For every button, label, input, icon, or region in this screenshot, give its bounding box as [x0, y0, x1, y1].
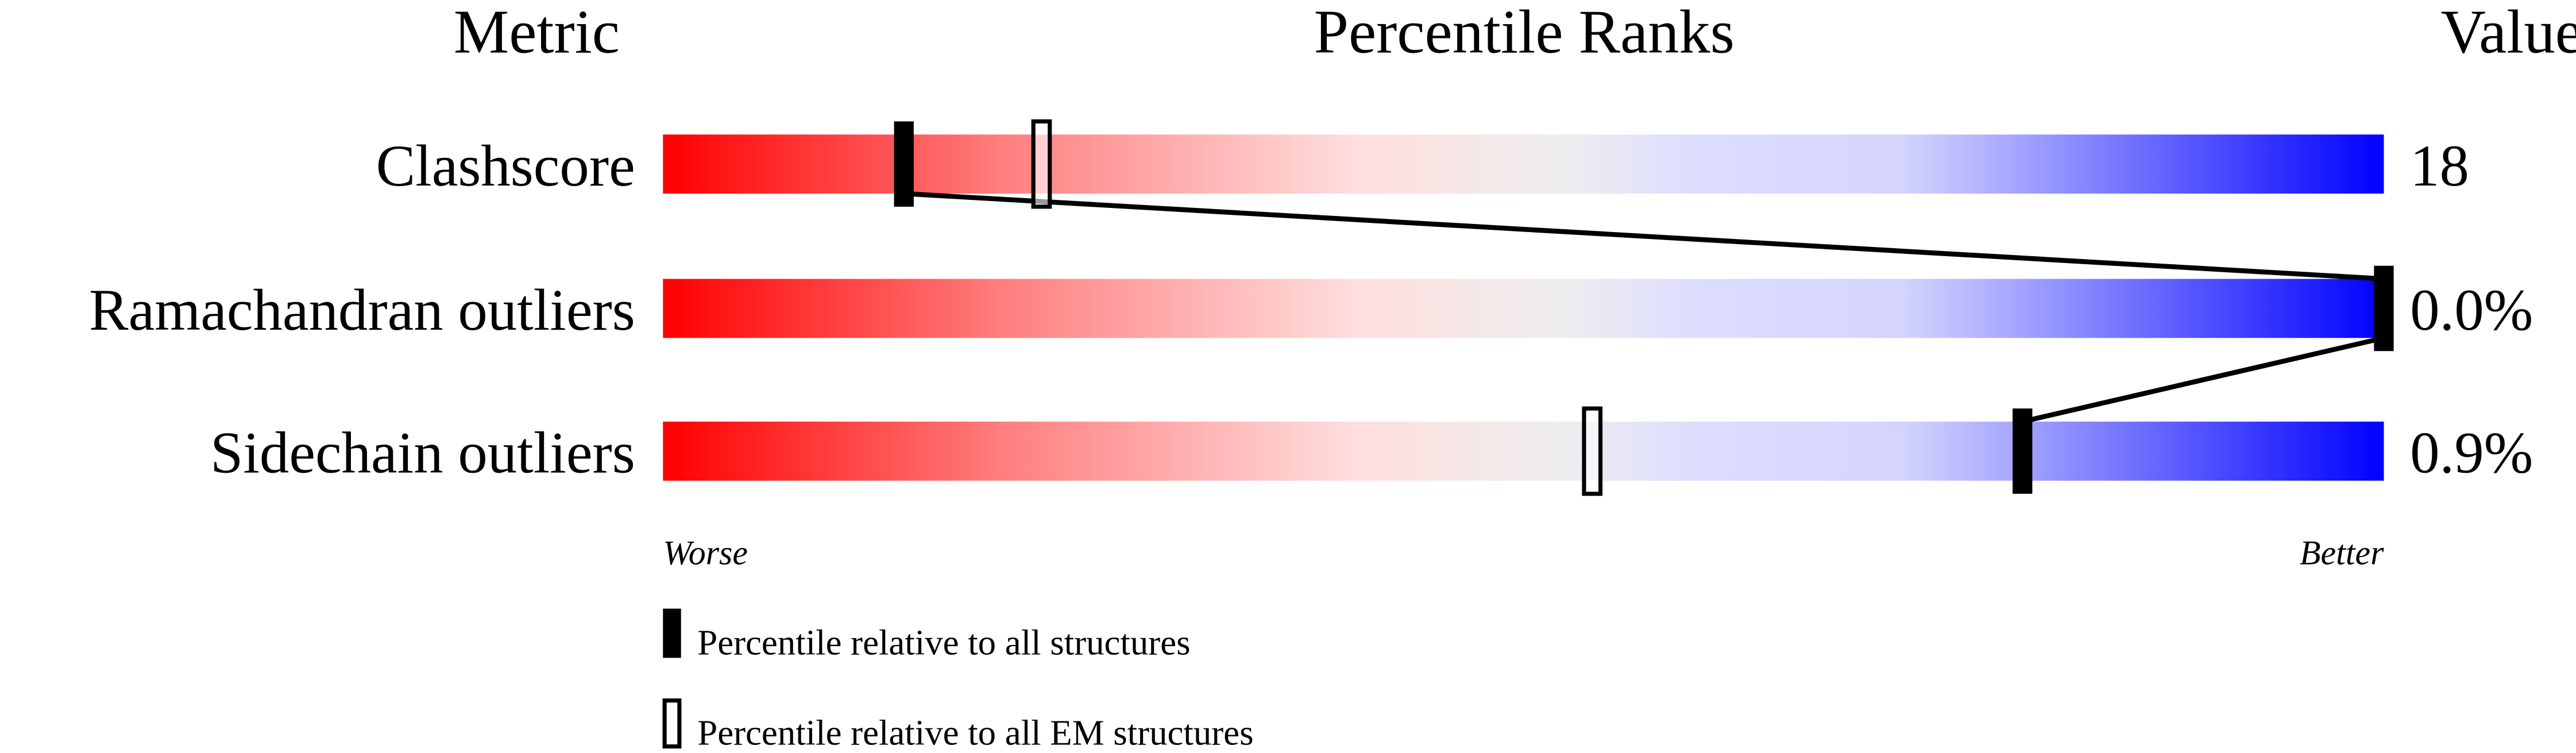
- marker-all: [894, 121, 914, 207]
- legend-all-label: Percentile relative to all structures: [697, 623, 1190, 663]
- metric-value: 0.0%: [2410, 277, 2533, 343]
- marker-all: [2013, 408, 2033, 494]
- marker-all: [2374, 265, 2394, 352]
- header-value: Value: [2441, 0, 2576, 66]
- legend-em-swatch: [662, 698, 682, 749]
- percentile-bar: [663, 279, 2384, 338]
- worse-label: Worse: [663, 534, 748, 572]
- header-metric: Metric: [454, 0, 620, 66]
- legend-em-label: Percentile relative to all EM structures: [697, 713, 1253, 753]
- metric-value: 0.9%: [2410, 420, 2533, 486]
- metric-value: 18: [2410, 133, 2469, 199]
- percentile-bar: [663, 134, 2384, 194]
- metric-label: Clashscore: [376, 133, 635, 199]
- marker-em: [1031, 119, 1052, 209]
- metric-label: Sidechain outliers: [210, 420, 635, 486]
- percentile-bar: [663, 422, 2384, 481]
- legend-all-swatch: [663, 608, 681, 658]
- better-label: Better: [2300, 534, 2384, 572]
- header-percentile-ranks: Percentile Ranks: [1314, 0, 1735, 66]
- metric-label: Ramachandran outliers: [89, 277, 635, 343]
- marker-em: [1582, 406, 1603, 496]
